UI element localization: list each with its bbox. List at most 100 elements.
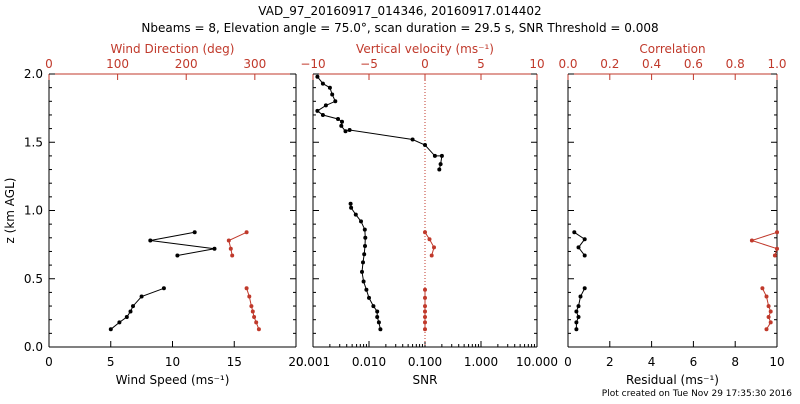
data-point [578,294,583,299]
y-tick-label: 1.0 [24,204,43,218]
bottom-tick-label: 8 [731,355,739,369]
data-point [252,315,257,319]
top-tick-label: 200 [175,57,198,71]
bottom-axis-label: Wind Speed (ms⁻¹) [116,373,230,387]
data-point [766,304,771,309]
data-point [375,315,380,319]
top-tick-label: 0.4 [642,57,661,71]
data-point [423,230,427,235]
data-point [247,294,252,299]
data-point [582,253,587,258]
data-point [347,128,352,132]
data-point [764,327,769,332]
data-point [574,309,579,314]
bottom-tick-label: 0.100 [408,355,442,369]
top-tick-label: −10 [300,57,325,71]
data-point [363,244,367,248]
panel-1: 0 5 10 15 20 Wind Speed (ms⁻¹) 0 100 200 300 Wind … [3,42,304,387]
bottom-tick-label: 4 [648,355,656,369]
bottom-tick-label: 20 [288,355,303,369]
data-point [361,260,365,265]
bottom-tick-label: 15 [227,355,242,369]
data-point [212,246,217,251]
data-point [124,315,129,319]
data-point [336,117,340,121]
data-point [139,294,144,299]
data-point [423,304,427,309]
data-point [760,286,765,291]
figure-title: VAD_97_20160917_014346, 20160917.014402 [258,4,541,18]
data-point [576,245,581,250]
data-point [775,246,779,251]
bottom-tick-label: 0.001 [296,355,330,369]
data-point [432,153,437,158]
data-point [226,238,231,243]
data-point [228,246,233,251]
data-point [327,85,332,90]
data-point [175,253,180,258]
data-point [766,315,771,319]
data-point [574,320,579,325]
data-point [360,269,364,274]
series-line [750,231,778,256]
data-point [582,237,587,242]
top-axis-label: Wind Direction (deg) [111,42,235,56]
data-point [315,74,320,79]
series-line [424,232,435,256]
top-tick-label: 0.8 [726,57,745,71]
data-point [572,230,577,235]
top-axis-label: Vertical velocity (ms⁻¹) [356,42,494,56]
data-point [323,103,328,108]
top-tick-label: 300 [243,57,266,71]
top-tick-label: 0.6 [684,57,703,71]
data-point [362,252,367,257]
bottom-tick-label: 2 [606,355,614,369]
bottom-tick-label: 6 [690,355,698,369]
data-point [423,287,427,292]
data-point [768,309,773,314]
data-point [333,99,338,104]
bottom-tick-label: 0.010 [352,355,386,369]
top-tick-label: 5 [477,57,485,71]
data-point [343,129,348,134]
panel-3: 0 2 4 6 8 10 Residual (ms⁻¹) 0.0 0.2 0.4 0.6 0.8 1.0… [558,42,786,387]
data-point [429,253,434,258]
data-point [361,279,366,284]
top-tick-label: 0.2 [600,57,619,71]
bottom-tick-label: 0 [564,355,572,369]
top-tick-label: 0 [45,57,53,71]
y-axis-label: z (km AGL) [3,178,17,244]
data-point [423,315,427,319]
y-tick-label: 0.0 [24,340,43,354]
data-point [244,230,249,235]
bottom-tick-label: 5 [107,355,115,369]
data-point [423,295,427,300]
data-point [161,286,166,291]
top-tick-label: 0.0 [558,57,577,71]
panel-2: 0.001 0.010 0.100 1.000 10.000 SNR −10 −5 0 5 10 Ve… [296,42,558,387]
bottom-tick-label: 1.000 [464,355,498,369]
y-tick-label: 2.0 [24,67,43,81]
data-point [375,309,380,314]
data-point [437,167,442,172]
data-point [427,237,432,242]
top-tick-label: 1.0 [767,57,786,71]
panels: 0 5 10 15 20 Wind Speed (ms⁻¹) 0 100 200 300 Wind … [3,42,787,387]
data-point [423,327,427,332]
series-line [150,231,215,256]
data-point [315,108,320,113]
top-tick-label: 100 [106,57,129,71]
data-point [192,230,197,235]
data-point [244,286,249,291]
top-tick-label: 10 [529,57,544,71]
data-point [775,230,779,235]
data-point [330,92,335,97]
data-point [339,123,344,128]
data-point [108,327,113,332]
figure-subtitle: Nbeams = 8, Elevation angle = 75.0°, sca… [141,21,658,35]
series-line [574,231,586,256]
data-point [438,162,443,167]
data-point [423,320,427,325]
data-point [432,245,436,250]
